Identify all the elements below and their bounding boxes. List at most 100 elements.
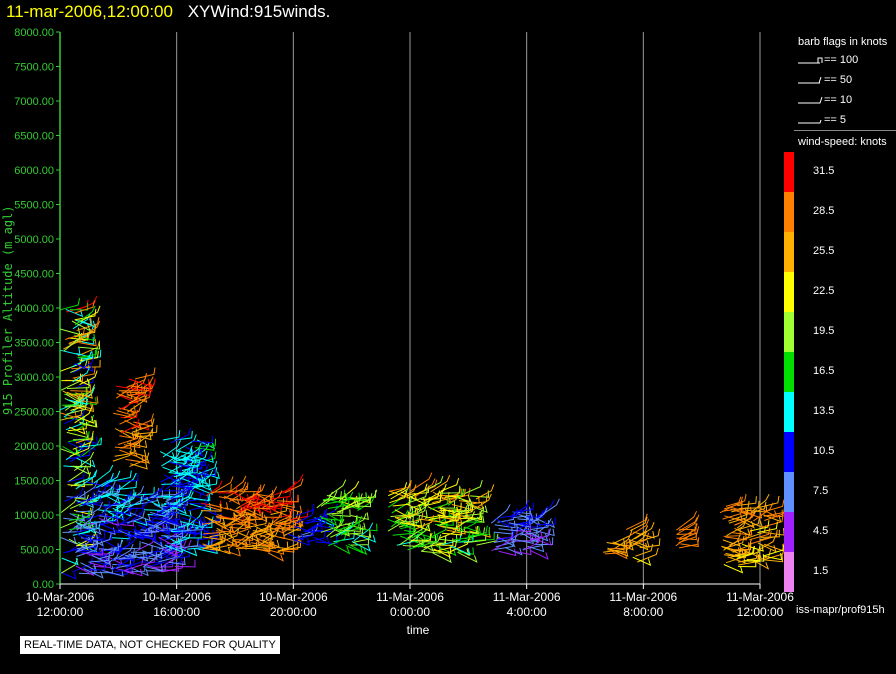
wind-barb xyxy=(176,434,197,452)
wind-barb xyxy=(64,408,86,425)
wind-barb xyxy=(82,523,102,536)
wind-barb xyxy=(725,532,747,541)
wind-barb xyxy=(410,497,427,506)
wind-barb xyxy=(69,494,89,510)
x-tick-date: 11-Mar-2006 xyxy=(726,590,794,604)
barb-flag-label: == 10 xyxy=(824,94,853,106)
wind-barb xyxy=(76,530,97,547)
wind-barb xyxy=(270,504,288,515)
wind-barb xyxy=(109,470,132,483)
wind-barb xyxy=(95,532,113,542)
barb-flags-title: barb flags in knots xyxy=(798,36,888,48)
wind-barb xyxy=(162,440,181,458)
wind-barb xyxy=(142,488,163,507)
wind-barb xyxy=(394,509,412,520)
wind-barb xyxy=(251,519,274,535)
wind-barb xyxy=(175,461,194,478)
barb-cluster xyxy=(59,295,102,580)
wind-barb xyxy=(498,548,517,557)
wind-barb xyxy=(126,393,148,403)
wind-barb xyxy=(96,472,114,489)
wind-barbs xyxy=(59,295,786,580)
wind-barb xyxy=(435,545,457,557)
wind-barb xyxy=(340,524,361,532)
y-tick-label: 1000.00 xyxy=(14,510,54,522)
wind-barb xyxy=(445,488,466,500)
wind-barb xyxy=(230,482,249,493)
wind-barb xyxy=(60,495,79,513)
wind-barb xyxy=(120,496,143,509)
barb-flag-row: == 10 xyxy=(798,94,852,106)
wind-barb xyxy=(103,525,123,534)
wind-barb xyxy=(255,490,274,498)
wind-barb xyxy=(72,313,91,330)
wind-barb xyxy=(398,529,416,546)
barb-cluster xyxy=(626,513,661,567)
wind-barb xyxy=(350,537,369,546)
wind-barb xyxy=(74,469,98,485)
wind-barb xyxy=(68,509,91,522)
wind-barb xyxy=(764,499,785,512)
wind-barb xyxy=(456,526,478,535)
wind-barb xyxy=(173,449,193,463)
wind-barb xyxy=(135,531,157,539)
color-bin-label: 22.5 xyxy=(813,285,835,297)
wind-barb xyxy=(161,512,181,521)
wind-barb xyxy=(253,544,271,553)
wind-barb xyxy=(91,486,113,501)
wind-barb xyxy=(455,495,474,507)
wind-barb xyxy=(731,506,753,515)
wind-barb xyxy=(209,546,231,555)
wind-barb xyxy=(98,543,119,551)
wind-barb xyxy=(177,473,199,486)
wind-barb xyxy=(175,465,198,474)
x-tick-time: 0:00:00 xyxy=(390,605,430,619)
wind-barb xyxy=(203,525,223,535)
wind-barb xyxy=(463,533,487,544)
wind-barb xyxy=(340,521,361,536)
barb-cluster xyxy=(603,528,634,560)
wind-barb xyxy=(181,517,203,525)
wind-barb xyxy=(76,316,100,331)
wind-barb xyxy=(120,418,140,434)
wind-barb xyxy=(723,564,744,574)
wind-barb xyxy=(335,521,355,537)
wind-barb xyxy=(198,526,217,538)
y-tick-label: 7500.00 xyxy=(14,62,54,74)
wind-barb xyxy=(348,495,371,504)
wind-barb xyxy=(315,536,338,545)
wind-barb xyxy=(762,514,784,528)
wind-barb xyxy=(404,512,424,525)
wind-barb xyxy=(91,554,111,566)
wind-barb xyxy=(437,521,458,530)
wind-barb xyxy=(296,508,315,524)
wind-barb xyxy=(99,523,120,533)
wind-barb xyxy=(134,524,158,534)
wind-barb xyxy=(261,490,283,510)
wind-barb xyxy=(191,469,214,490)
wind-barb xyxy=(59,571,77,580)
legend-panel: barb flags in knots == 100 == 50 == 10 == 5… xyxy=(794,30,896,624)
color-bin-label: 28.5 xyxy=(813,205,835,217)
wind-barb xyxy=(447,489,465,506)
wind-barb xyxy=(208,502,229,510)
timestamp: 11-mar-2006,12:00:00 xyxy=(6,2,173,21)
color-bin xyxy=(784,512,794,552)
wind-barb xyxy=(387,518,409,528)
barb-flag-row: == 5 xyxy=(798,114,846,126)
barb-flag-icon xyxy=(798,57,823,64)
wind-barb xyxy=(232,538,251,546)
wind-barb xyxy=(739,500,760,509)
wind-barb xyxy=(73,432,94,441)
wind-barb xyxy=(320,519,342,533)
wind-barb xyxy=(292,538,310,546)
wind-barb xyxy=(72,366,91,383)
wind-barb xyxy=(251,539,273,548)
wind-barb xyxy=(86,531,106,541)
wind-barb xyxy=(75,565,95,577)
wind-barb xyxy=(276,494,299,503)
grid-lines xyxy=(176,32,761,584)
wind-barb xyxy=(211,476,234,495)
wind-barb xyxy=(425,523,449,540)
wind-barb xyxy=(74,414,95,432)
